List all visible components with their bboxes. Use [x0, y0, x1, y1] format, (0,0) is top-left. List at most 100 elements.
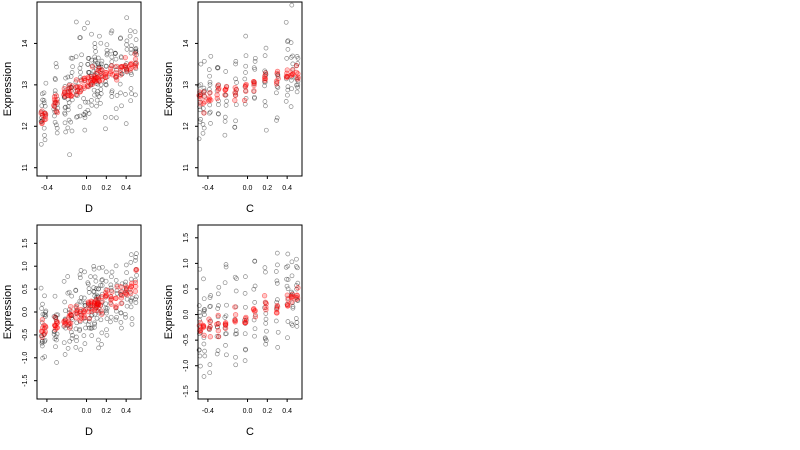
x-tick-label: 0.0: [82, 185, 92, 192]
observed-point: [275, 297, 280, 302]
x-axis-title: D: [85, 203, 93, 215]
observed-point: [41, 98, 47, 103]
y-tick-label: 12: [183, 122, 190, 130]
observed-point: [252, 55, 258, 61]
observed-point: [129, 43, 134, 49]
observed-point: [222, 114, 228, 120]
observed-point: [128, 46, 134, 52]
observed-point: [95, 81, 101, 87]
fitted-point: [232, 84, 238, 91]
observed-point: [54, 331, 60, 337]
observed-point: [206, 67, 212, 72]
observed-point: [109, 88, 115, 94]
observed-point: [54, 64, 59, 70]
observed-point: [67, 338, 73, 344]
observed-point: [62, 110, 67, 116]
x-tick-label: -0.4: [202, 185, 214, 192]
observed-point: [233, 61, 238, 67]
observed-point: [61, 279, 67, 284]
observed-point: [39, 91, 45, 97]
observed-point: [68, 55, 74, 61]
fitted-point: [118, 283, 124, 290]
observed-point: [274, 115, 280, 121]
fitted-point: [263, 307, 269, 313]
observed-point: [122, 311, 128, 317]
observed-point: [96, 286, 101, 292]
observed-point: [215, 65, 220, 71]
observed-point: [92, 41, 98, 46]
fitted-point: [113, 303, 119, 309]
fitted-point: [133, 60, 140, 67]
observed-point: [43, 80, 49, 86]
observed-point: [92, 322, 97, 327]
fitted-point: [201, 89, 207, 95]
observed-point: [207, 102, 213, 108]
observed-point: [216, 111, 221, 117]
observed-point: [103, 305, 109, 311]
observed-point: [81, 26, 87, 31]
observed-point: [118, 90, 123, 96]
y-tick-label: 1.5: [183, 233, 190, 243]
observed-point: [109, 90, 115, 95]
observed-point: [196, 136, 202, 142]
observed-point: [95, 294, 101, 300]
observed-point: [242, 101, 248, 107]
observed-point: [252, 259, 258, 264]
observed-point: [208, 293, 214, 298]
observed-point: [128, 50, 134, 56]
fitted-point: [215, 328, 221, 334]
observed-point: [41, 100, 47, 106]
observed-point: [51, 314, 57, 319]
observed-point: [38, 285, 44, 291]
fitted-point: [243, 88, 249, 94]
observed-point: [224, 302, 229, 308]
fitted-point: [252, 314, 259, 320]
fitted-point: [103, 289, 109, 296]
fitted-point: [108, 294, 114, 300]
fitted-point: [108, 65, 114, 72]
observed-point: [91, 288, 97, 294]
observed-point: [129, 321, 135, 327]
observed-point: [93, 59, 98, 64]
observed-point: [242, 76, 248, 82]
observed-point: [39, 306, 44, 311]
observed-point: [99, 278, 105, 283]
observed-point: [118, 310, 124, 316]
observed-point: [233, 59, 239, 64]
fitted-point: [132, 288, 139, 294]
observed-point: [112, 50, 118, 56]
observed-point: [86, 70, 92, 75]
observed-point: [208, 121, 213, 126]
observed-points: [38, 15, 140, 158]
y-axis: -1.5 -1.0 -0.5 0.0 0.5 1.0 1.5 Expression: [163, 233, 198, 397]
observed-point: [295, 82, 301, 88]
observed-point: [242, 291, 248, 296]
fitted-point: [207, 324, 213, 330]
observed-point: [134, 294, 139, 300]
observed-point: [112, 51, 118, 57]
observed-point: [119, 325, 124, 331]
observed-point: [133, 66, 139, 72]
x-tick-label: 0.4: [121, 408, 131, 415]
observed-point: [223, 343, 228, 348]
observed-point: [104, 327, 109, 333]
observed-point: [215, 65, 220, 70]
observed-point: [103, 82, 109, 88]
observed-point: [65, 97, 71, 102]
observed-point: [234, 276, 239, 281]
observed-point: [201, 341, 207, 347]
fitted-point: [202, 99, 208, 105]
observed-point: [113, 56, 119, 62]
observed-point: [274, 118, 279, 123]
observed-point: [124, 15, 130, 21]
observed-point: [283, 19, 289, 25]
observed-point: [289, 77, 294, 83]
fitted-point: [288, 299, 295, 305]
observed-point: [68, 329, 74, 335]
observed-point: [201, 308, 207, 314]
observed-point: [85, 69, 91, 75]
fitted-point: [214, 95, 220, 102]
fitted-point: [223, 86, 229, 92]
observed-point: [129, 91, 134, 96]
